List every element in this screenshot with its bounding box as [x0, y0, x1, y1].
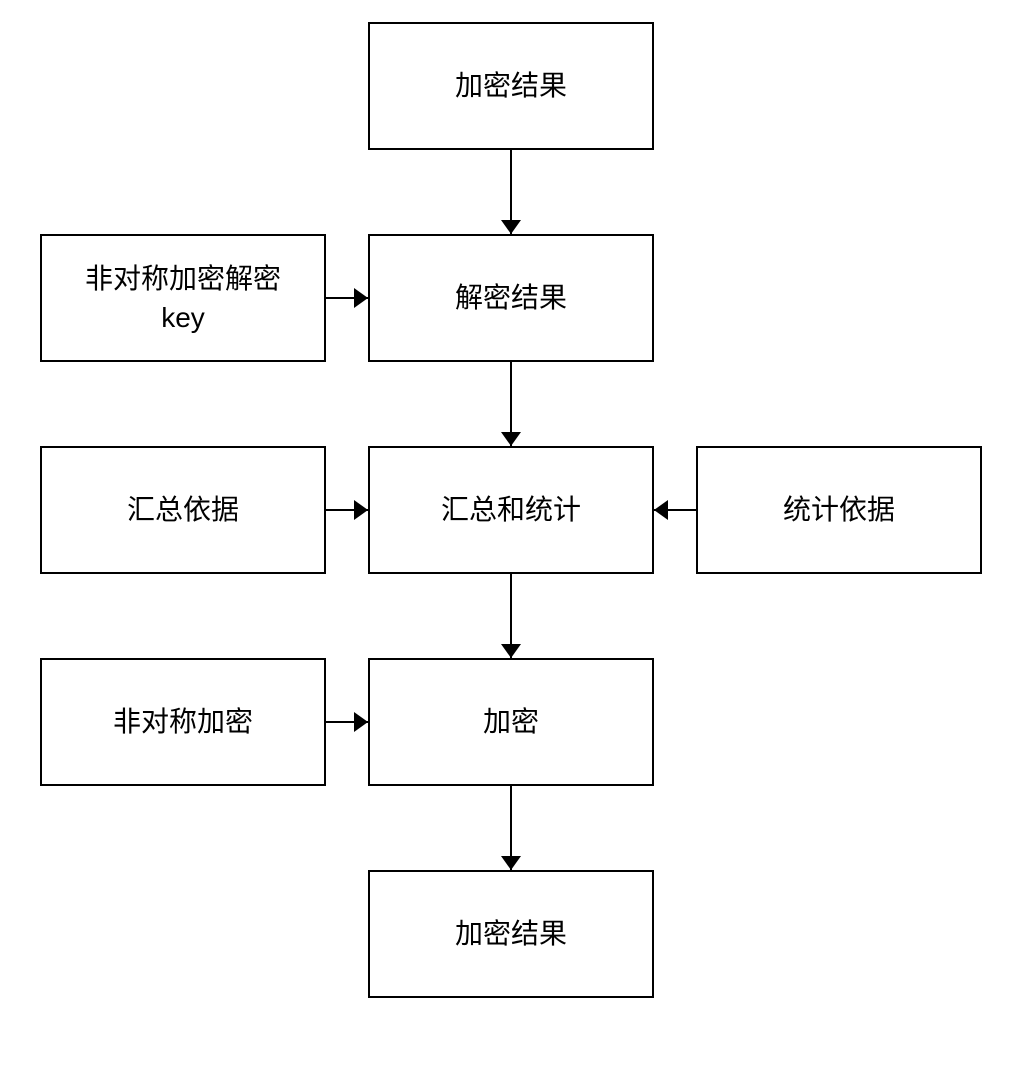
flowchart-arrow	[491, 554, 531, 678]
flowchart-node-n2: 非对称加密解密key	[40, 234, 326, 362]
flowchart-arrow	[491, 342, 531, 466]
flowchart-node-n7: 非对称加密	[40, 658, 326, 786]
flowchart-arrow	[491, 766, 531, 890]
flowchart-node-n4: 汇总依据	[40, 446, 326, 574]
flowchart-node-n6: 统计依据	[696, 446, 982, 574]
flowchart-arrow	[491, 130, 531, 254]
flowchart-arrow	[306, 490, 388, 530]
flowchart-arrow	[634, 490, 716, 530]
flowchart-arrow	[306, 278, 388, 318]
flowchart-arrow	[306, 702, 388, 742]
